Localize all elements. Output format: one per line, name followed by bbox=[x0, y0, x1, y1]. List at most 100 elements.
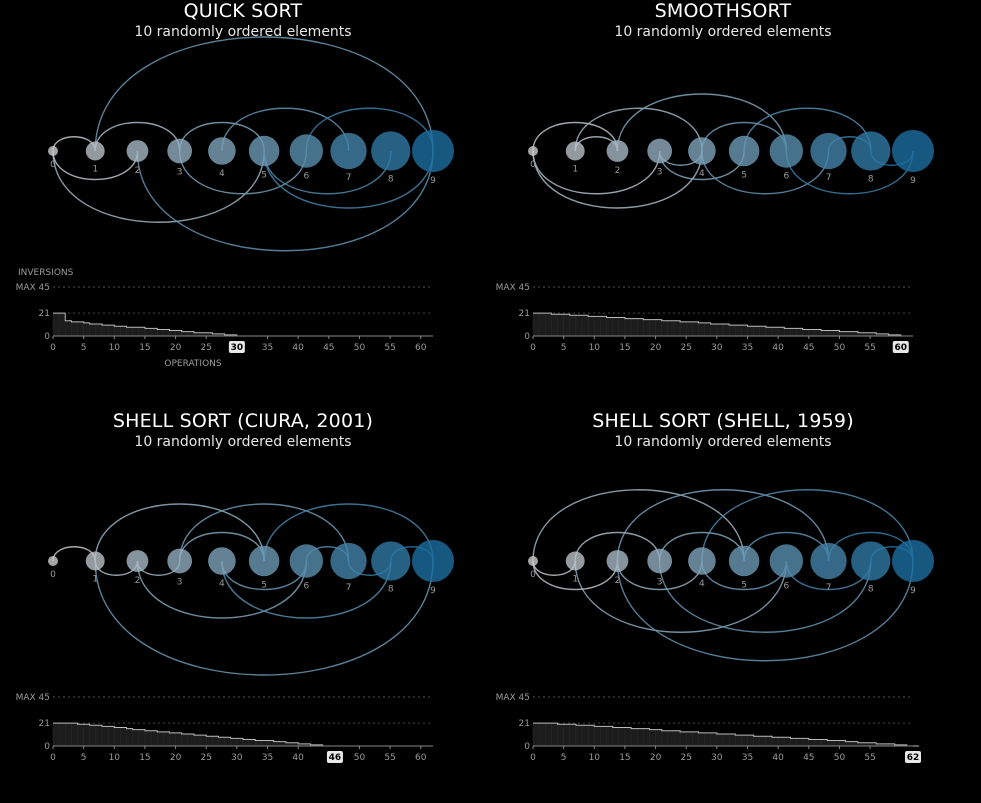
element-node bbox=[728, 545, 760, 577]
node-label: 5 bbox=[741, 580, 747, 590]
arc-layer bbox=[52, 503, 434, 676]
inversion-bar bbox=[716, 323, 724, 337]
inversion-bar bbox=[163, 731, 170, 747]
inversion-bar bbox=[267, 740, 274, 747]
inversion-bar bbox=[156, 731, 164, 747]
inversion-bar bbox=[205, 735, 213, 747]
arc bbox=[532, 560, 619, 591]
inversion-bar bbox=[655, 319, 662, 337]
inversion-bar bbox=[551, 722, 558, 747]
inversion-bar bbox=[95, 323, 103, 337]
inversion-bar bbox=[728, 733, 736, 747]
x-tick-label: 20 bbox=[170, 343, 182, 353]
inversion-bar bbox=[52, 312, 60, 337]
inversion-bar bbox=[563, 313, 571, 337]
element-node bbox=[411, 129, 455, 173]
x-tick-label: 45 bbox=[323, 343, 334, 353]
node-label: 6 bbox=[783, 582, 789, 592]
x-tick-label: 5 bbox=[81, 343, 87, 353]
inversion-bar bbox=[175, 732, 182, 747]
arc bbox=[178, 503, 350, 562]
x-tick-label: 10 bbox=[109, 753, 121, 763]
inversion-bar bbox=[796, 738, 803, 747]
inversion-bar bbox=[101, 726, 109, 747]
node-label: 6 bbox=[303, 582, 309, 592]
node-label: 3 bbox=[657, 167, 663, 177]
inversion-bar bbox=[279, 741, 287, 747]
operations-count: 60 bbox=[894, 343, 907, 353]
max-label: MAX 45 bbox=[16, 283, 50, 293]
inversion-bar bbox=[261, 740, 268, 747]
inversion-bar bbox=[747, 325, 754, 337]
inversion-bar bbox=[532, 312, 540, 337]
node-label: 7 bbox=[346, 583, 352, 593]
inversion-bar bbox=[545, 312, 552, 337]
x-tick-label: 20 bbox=[170, 753, 182, 763]
arc bbox=[701, 489, 914, 562]
element-node bbox=[851, 541, 891, 581]
inversion-bar bbox=[600, 726, 607, 747]
inversion-bar bbox=[728, 324, 736, 337]
x-tick-label: 15 bbox=[619, 343, 630, 353]
arc bbox=[221, 560, 392, 619]
inversion-bar bbox=[643, 728, 650, 747]
x-tick-label: 0 bbox=[530, 753, 536, 763]
inversion-bar bbox=[132, 327, 140, 337]
inversion-bar bbox=[120, 325, 127, 337]
inversion-bar bbox=[839, 331, 846, 337]
node-label: 0 bbox=[50, 160, 56, 170]
inversion-bar bbox=[120, 727, 127, 747]
inversion-bar bbox=[643, 319, 650, 337]
inversion-bar bbox=[661, 320, 669, 337]
element-node bbox=[208, 137, 236, 165]
x-tick-label: 15 bbox=[619, 753, 630, 763]
inversion-bar bbox=[735, 734, 742, 747]
node-label: 0 bbox=[530, 570, 536, 580]
element-node bbox=[769, 134, 804, 168]
chart-title: SHELL SORT (SHELL, 1959) bbox=[592, 410, 854, 432]
node-label: 2 bbox=[135, 576, 141, 586]
inversion-bar bbox=[777, 737, 785, 747]
node-label: 0 bbox=[50, 570, 56, 580]
x-tick-label: 25 bbox=[680, 753, 691, 763]
node-label: 8 bbox=[868, 175, 874, 185]
node-label: 4 bbox=[219, 579, 225, 589]
inversion-bar bbox=[150, 328, 158, 337]
inversion-bar bbox=[802, 738, 810, 747]
inversion-bar bbox=[181, 733, 189, 747]
element-node bbox=[647, 548, 673, 574]
node-label: 2 bbox=[615, 576, 621, 586]
x-tick-label: 0 bbox=[50, 753, 56, 763]
inversion-bar bbox=[71, 321, 78, 337]
x-tick-label: 35 bbox=[742, 753, 753, 763]
max-label: MAX 45 bbox=[16, 693, 50, 703]
node-label: 5 bbox=[741, 170, 747, 180]
x-tick-label: 40 bbox=[772, 343, 784, 353]
inversion-bar bbox=[747, 734, 754, 747]
inversion-bar bbox=[575, 315, 583, 337]
x-tick-label: 10 bbox=[589, 753, 601, 763]
node-label: 5 bbox=[261, 580, 267, 590]
node-label: 2 bbox=[135, 166, 141, 176]
node-label: 9 bbox=[910, 586, 916, 596]
element-node bbox=[728, 135, 760, 167]
inversion-bar bbox=[765, 735, 773, 747]
x-tick-label: 55 bbox=[864, 343, 875, 353]
inversion-bar bbox=[735, 324, 742, 337]
element-node bbox=[565, 141, 585, 161]
element-node bbox=[769, 544, 804, 578]
inversion-bar bbox=[587, 725, 595, 747]
x-tick-label: 5 bbox=[81, 753, 87, 763]
inversion-bar bbox=[538, 312, 546, 337]
inversion-bar bbox=[722, 733, 730, 747]
inversion-bar bbox=[65, 320, 72, 337]
inversion-bar bbox=[126, 728, 133, 747]
node-label: 5 bbox=[261, 170, 267, 180]
panel-smoothsort: SMOOTHSORT 10 randomly ordered elements … bbox=[480, 0, 970, 393]
inversion-bar bbox=[784, 328, 791, 337]
x-tick-label: 50 bbox=[354, 753, 366, 763]
node-label: 1 bbox=[572, 164, 578, 174]
inversion-bar bbox=[575, 725, 583, 747]
inversion-bar bbox=[248, 739, 256, 747]
